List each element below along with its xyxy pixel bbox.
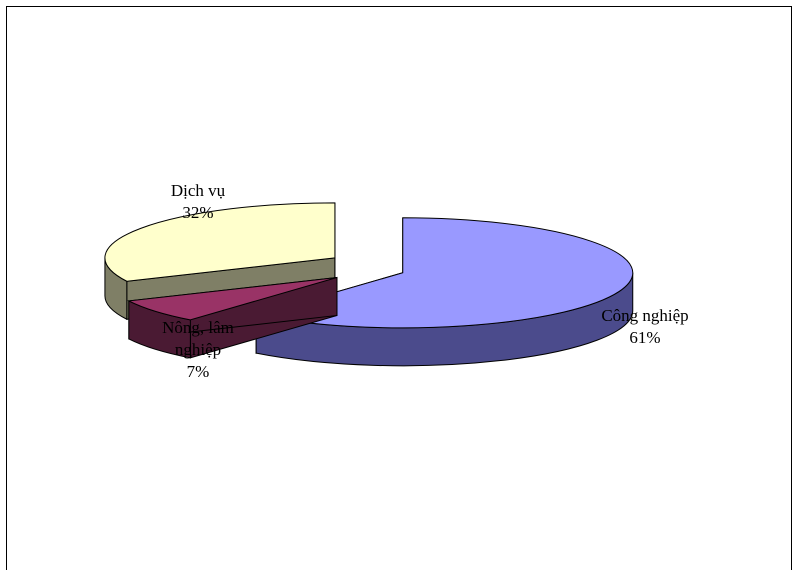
chart-area: Công nghiệp 61% Nông, lâm nghiệp 7% Dịch vụ 32… <box>6 6 792 570</box>
slice-category-label: Công nghiệp <box>601 306 688 325</box>
slice-value-label: 61% <box>629 328 660 347</box>
pie-slice-1 <box>127 276 338 359</box>
slice-category-label: nghiệp <box>175 340 221 359</box>
pie-chart: Công nghiệp 61% Nông, lâm nghiệp 7% Dịch vụ 32… <box>104 181 689 381</box>
slice-label-0: Công nghiệp 61% <box>601 306 688 347</box>
pie-slice-top <box>127 276 338 321</box>
slice-value-label: 32% <box>182 203 213 222</box>
pie-slice-top <box>256 217 634 329</box>
slice-value-label: 7% <box>187 362 210 381</box>
slice-category-label: Dịch vụ <box>171 181 226 200</box>
slice-category-label: Nông, lâm <box>162 318 234 337</box>
pie-slice-top <box>104 202 336 282</box>
slice-label-1: Nông, lâm nghiệp 7% <box>162 318 234 381</box>
slice-label-2: Dịch vụ 32% <box>171 181 226 222</box>
